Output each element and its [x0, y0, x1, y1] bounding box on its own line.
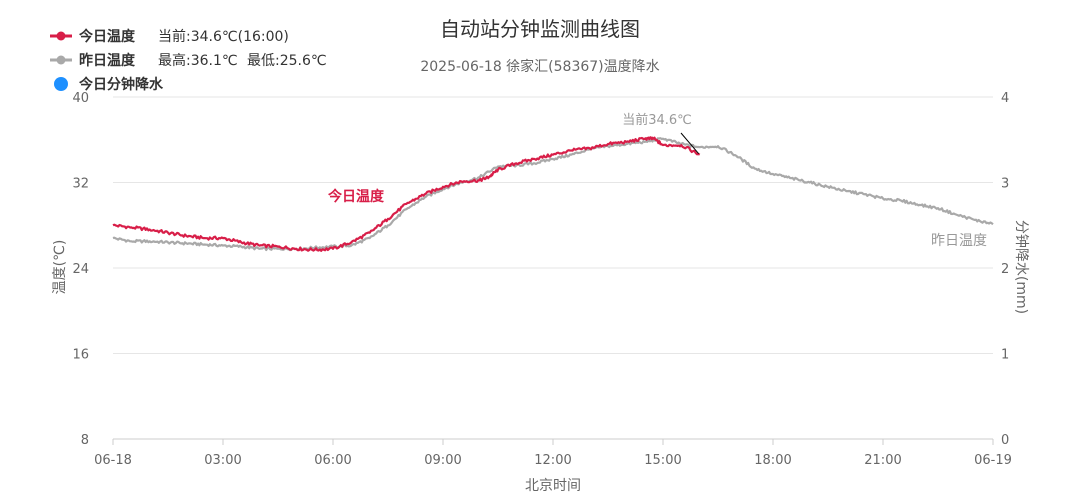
y-tick-label: 40: [72, 91, 89, 106]
current-value-label: 当前34.6℃: [622, 112, 692, 128]
legend-label: 今日分钟降水: [78, 76, 164, 93]
y-tick-label: 8: [81, 433, 89, 448]
y2-axis-label: 分钟降水(mm): [1013, 220, 1030, 314]
legend-label: 昨日温度: [79, 52, 136, 69]
legend: 今日温度 当前:34.6℃(16:00) 昨日温度 最高:36.1℃ 最低:25.6℃ 今…: [50, 28, 327, 93]
legend-label: 今日温度: [78, 28, 136, 45]
legend-marker: [54, 77, 68, 91]
today-series-label: 今日温度: [327, 188, 385, 205]
y2-tick-label: 3: [1001, 177, 1009, 192]
y2-tick-label: 0: [1001, 433, 1009, 448]
y-tick-label: 32: [72, 177, 89, 192]
y2-tick-label: 1: [1001, 348, 1009, 363]
x-tick-label: 09:00: [424, 453, 461, 468]
legend-extra: 当前:34.6℃(16:00): [158, 28, 289, 45]
legend-marker: [56, 31, 66, 41]
x-tick-label: 03:00: [204, 453, 241, 468]
x-tick-label: 15:00: [644, 453, 681, 468]
x-tick-label: 21:00: [864, 453, 901, 468]
legend-item: 昨日温度 最高:36.1℃ 最低:25.6℃: [50, 52, 327, 69]
legend-item: 今日分钟降水: [54, 76, 164, 93]
grid: [113, 96, 993, 440]
series-line-today: [112, 136, 701, 252]
y-tick-label: 16: [72, 348, 89, 363]
x-tick-label: 18:00: [754, 453, 791, 468]
series-line-yesterday: [112, 137, 994, 252]
chart-title: 自动站分钟监测曲线图: [440, 17, 640, 41]
series-layer: [112, 136, 994, 252]
x-axis-label: 北京时间: [525, 478, 581, 494]
legend-marker: [56, 55, 66, 65]
yesterday-series-label: 昨日温度: [931, 233, 987, 249]
x-tick-label: 06-19: [974, 453, 1012, 468]
y-axis-label: 温度(℃): [52, 240, 68, 295]
current-pointer-line: [680, 132, 700, 155]
legend-extra: 最低:25.6℃: [247, 53, 327, 69]
y2-tick-label: 4: [1001, 91, 1009, 106]
y-tick-label: 24: [72, 262, 89, 277]
x-tick-label: 06-18: [94, 453, 132, 468]
x-tick-label: 06:00: [314, 453, 351, 468]
y2-tick-label: 2: [1001, 262, 1009, 277]
chart-subtitle: 2025-06-18 徐家汇(58367)温度降水: [420, 58, 659, 75]
legend-item: 今日温度 当前:34.6℃(16:00): [50, 28, 289, 45]
legend-extra: 最高:36.1℃: [158, 52, 238, 69]
x-tick-label: 12:00: [534, 453, 571, 468]
